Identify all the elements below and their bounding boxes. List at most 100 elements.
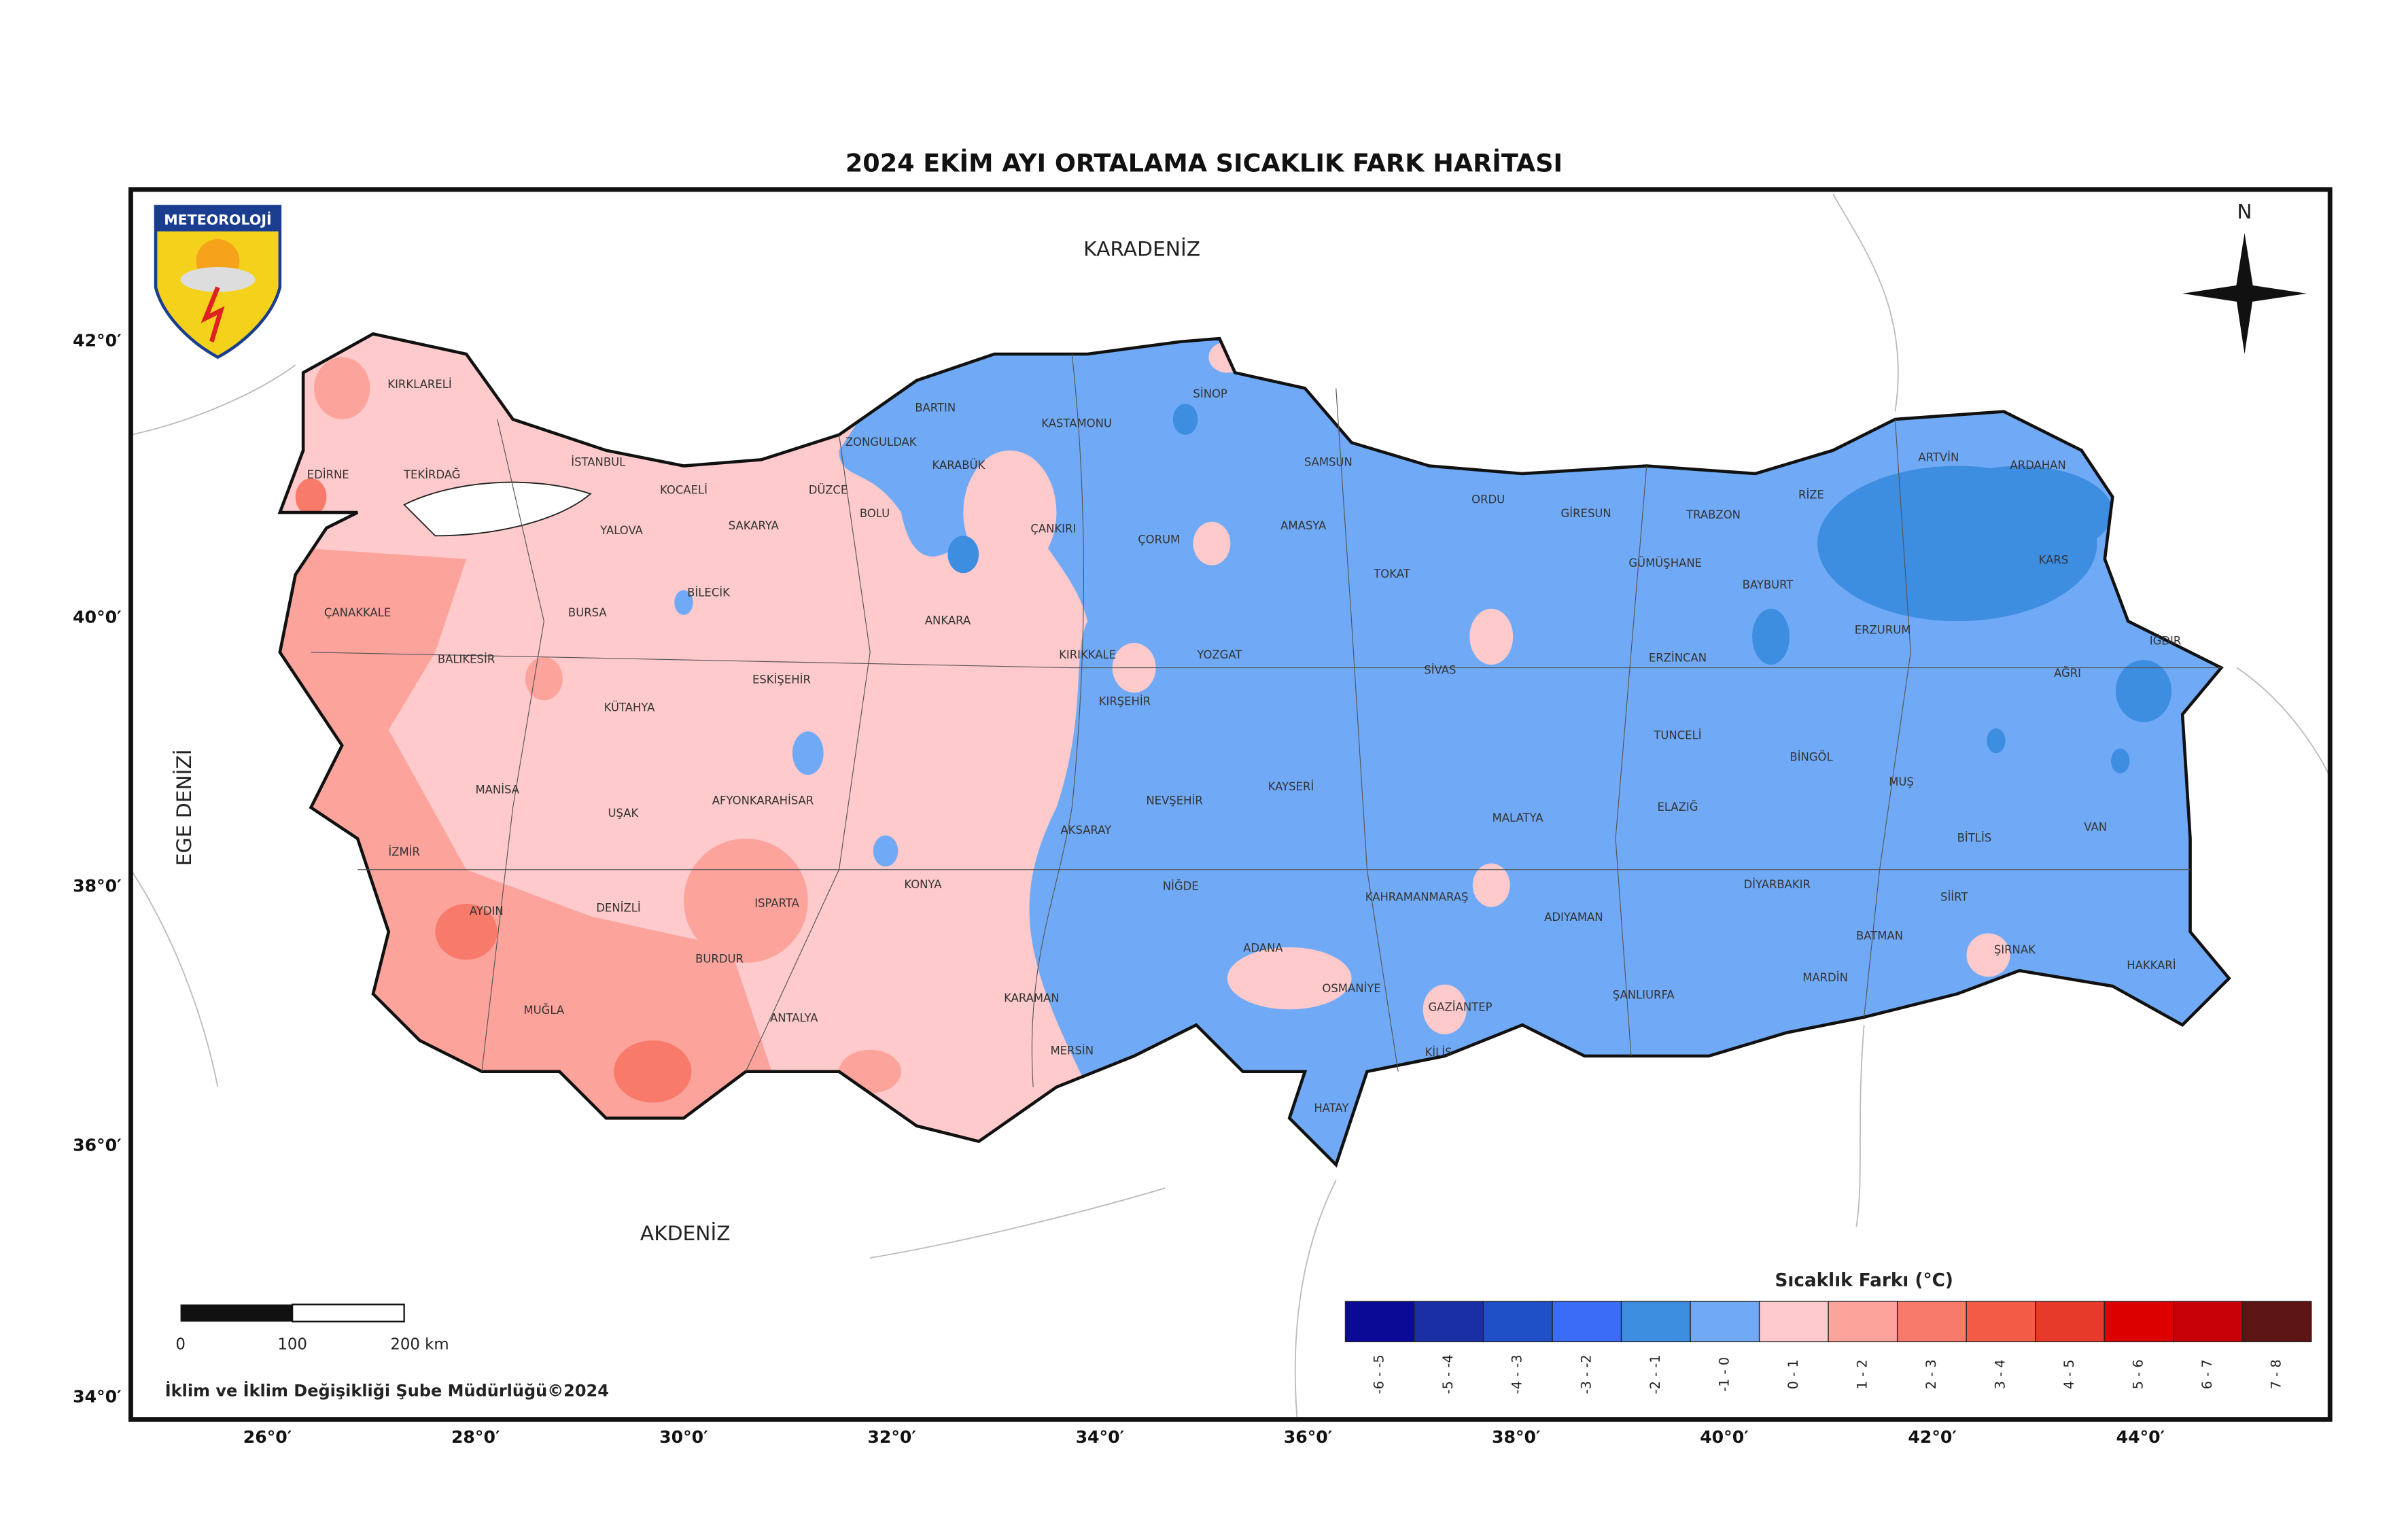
province-label: MERSİN — [1050, 1045, 1094, 1057]
legend-swatch — [1896, 1301, 1967, 1343]
class-2-3-patch — [295, 478, 327, 516]
class-2-3-patch — [614, 1040, 692, 1103]
province-label: KAYSERİ — [1268, 780, 1314, 793]
sea-label: KARADENİZ — [1083, 236, 1200, 261]
province-label: DÜZCE — [809, 484, 848, 497]
legend-label: 7 - 8 — [2269, 1359, 2284, 1389]
legend-swatch — [1344, 1301, 1415, 1343]
province-label: ISPARTA — [754, 896, 799, 909]
logo: METEOROLOJİ — [154, 205, 282, 360]
legend-swatch — [1414, 1301, 1484, 1343]
neighbour-borders — [130, 194, 2331, 1420]
longitude-label: 42°0′ — [1908, 1427, 1957, 1447]
province-label: İZMİR — [388, 845, 420, 858]
province-label: BALIKESİR — [438, 653, 495, 666]
province-label: AMASYA — [1280, 519, 1327, 532]
province-label: ESKİŞEHİR — [752, 673, 811, 686]
province-label: ÇANAKKALE — [324, 606, 391, 619]
province-label: MANİSA — [475, 784, 519, 796]
province-label: ADANA — [1243, 942, 1283, 955]
province-label: ARTVİN — [1918, 451, 1959, 464]
province-label: KIRKLARELİ — [387, 378, 451, 391]
latitude-label: 42°0′ — [73, 331, 122, 351]
province-label: KAHRAMANMARAŞ — [1365, 890, 1469, 903]
latitude-label: 36°0′ — [73, 1135, 122, 1155]
province-label: ANKARA — [925, 614, 971, 627]
province-label: ARDAHAN — [2010, 459, 2066, 472]
latitude-label: 40°0′ — [73, 607, 122, 627]
class-1-2-patch — [525, 656, 563, 701]
class-1-2-patch — [314, 357, 370, 419]
temperature-field — [279, 334, 2229, 1165]
sea-label: AKDENİZ — [640, 1221, 731, 1246]
latitude-label: 38°0′ — [73, 876, 122, 896]
legend: Sıcaklık Farkı (°C) -6 - -5 -5 - -4 -4 - -3… — [1344, 1271, 2312, 1394]
north-arrow: N — [2182, 200, 2307, 355]
province-label: DİYARBAKIR — [1743, 878, 1811, 891]
class-0-1-patch — [1193, 521, 1231, 565]
province-label: AYDIN — [470, 905, 504, 917]
province-label: UŞAK — [608, 807, 639, 820]
class-0-1-patch — [1469, 608, 1514, 665]
province-label: IĞDIR — [2150, 634, 2182, 647]
province-label: ŞANLIURFA — [1613, 988, 1675, 1001]
legend-swatch — [1690, 1301, 1760, 1343]
province-label: KÜTAHYA — [604, 701, 656, 714]
province-label: SİNOP — [1193, 387, 1227, 400]
province-label: TOKAT — [1373, 567, 1410, 580]
legend-title: Sıcaklık Farkı (°C) — [1775, 1271, 1953, 1291]
province-label: TUNCELİ — [1653, 729, 1701, 742]
legend-swatch — [1620, 1301, 1691, 1343]
labels: KARADENİZ AKDENİZ EGE DENİZİ KIRKLARELİ EDİR… — [73, 236, 2181, 1447]
province-label: VAN — [2084, 820, 2107, 833]
province-label: GİRESUN — [1561, 507, 1611, 520]
province-label: KARAMAN — [1004, 992, 1059, 1004]
class-m1-0-patch — [674, 590, 693, 615]
province-label: NEVŞEHİR — [1146, 794, 1202, 807]
legend-swatch — [2241, 1301, 2312, 1343]
province-label: AFYONKARAHİSAR — [712, 794, 814, 807]
scale-label: 100 — [277, 1335, 307, 1353]
province-label: KARS — [2039, 553, 2069, 566]
province-label: KASTAMONU — [1041, 417, 1112, 430]
legend-label: 4 - 5 — [2061, 1359, 2077, 1389]
province-label: MUĞLA — [523, 1004, 564, 1017]
legend-swatch — [1552, 1301, 1622, 1343]
province-label: TRABZON — [1686, 508, 1741, 521]
class-0-1-patch — [963, 450, 1057, 575]
class-m2-m1-patch — [1926, 466, 2113, 559]
province-label: ANTALYA — [770, 1012, 818, 1025]
sea-label: EGE DENİZİ — [172, 749, 196, 866]
province-label: BURDUR — [695, 953, 744, 966]
legend-label: 3 - 4 — [1992, 1359, 2008, 1389]
province-label: MARDİN — [1802, 971, 1848, 984]
longitude-label: 40°0′ — [1700, 1427, 1749, 1447]
province-label: BATMAN — [1856, 929, 1903, 942]
province-label: GÜMÜŞHANE — [1628, 557, 1702, 569]
legend-swatch — [2035, 1301, 2105, 1343]
province-label: BAYBURT — [1743, 578, 1794, 591]
longitude-label: 26°0′ — [243, 1427, 292, 1447]
province-label: KIRŞEHİR — [1099, 695, 1151, 707]
legend-label: 6 - 7 — [2199, 1359, 2215, 1389]
class-0-1-patch — [1423, 984, 1467, 1034]
province-label: ÇORUM — [1138, 533, 1180, 546]
legend-swatch — [2173, 1301, 2243, 1343]
province-label: BİNGÖL — [1790, 751, 1833, 764]
legend-label: -4 - -3 — [1510, 1354, 1525, 1394]
legend-swatch — [1966, 1301, 2036, 1343]
class-m2-m1-patch — [1752, 608, 1790, 665]
province-label: ZONGULDAK — [845, 436, 918, 449]
class-0-1-patch — [1227, 947, 1352, 1010]
province-label: YOZGAT — [1196, 648, 1242, 661]
class-0-1-patch — [1472, 863, 1510, 907]
class-m2-m1-patch — [947, 536, 979, 574]
legend-label: -6 - -5 — [1372, 1354, 1387, 1394]
province-label: KİLİS — [1425, 1046, 1452, 1059]
province-label: SİVAS — [1424, 664, 1456, 677]
class-2-3-patch — [435, 903, 498, 960]
province-label: KIRIKKALE — [1059, 648, 1116, 661]
longitude-label: 38°0′ — [1492, 1427, 1541, 1447]
province-label: İSTANBUL — [571, 455, 626, 468]
